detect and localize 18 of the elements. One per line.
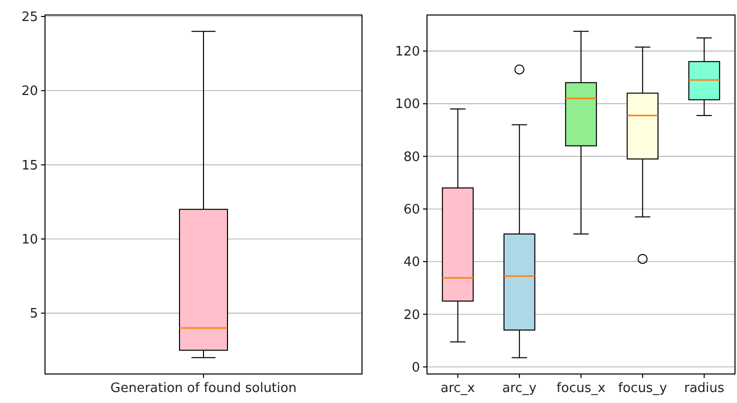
y-tick-label: 0 (412, 360, 420, 376)
y-tick-label: 10 (21, 232, 38, 248)
y-tick-label: 80 (403, 150, 420, 165)
x-tick-label: focus_y (618, 381, 668, 396)
x-tick-label: arc_y (502, 381, 537, 396)
y-tick-label: 100 (395, 97, 420, 112)
y-tick-label: 5 (30, 306, 38, 322)
x-tick-label: Generation of found solution (110, 381, 297, 396)
x-tick-label: radius (684, 381, 725, 396)
y-tick-label: 20 (21, 84, 38, 100)
y-tick-label: 25 (21, 10, 38, 26)
x-tick-label: arc_x (440, 381, 476, 396)
y-tick-label: 40 (403, 255, 420, 270)
x-tick-label: focus_x (556, 381, 606, 396)
y-tick-label: 20 (403, 308, 420, 323)
y-tick-label: 15 (21, 158, 38, 174)
y-tick-label: 120 (395, 44, 420, 60)
y-tick-label: 60 (403, 202, 420, 218)
